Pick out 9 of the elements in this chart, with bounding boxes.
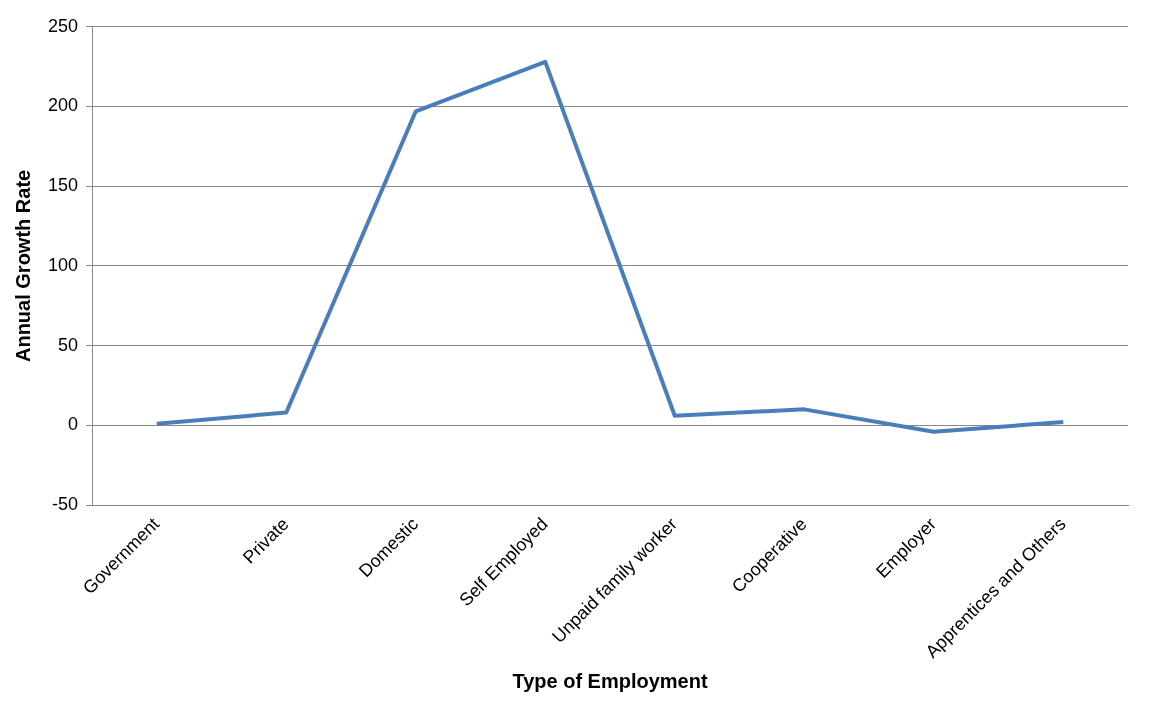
y-tick-label: -50 (52, 493, 79, 514)
y-tick-label: 100 (47, 254, 79, 275)
y-tick-label: 50 (58, 334, 79, 355)
y-tick-label: 200 (47, 95, 79, 116)
y-tick-label: 0 (68, 414, 79, 435)
y-tick-label: 250 (47, 15, 79, 36)
y-axis-title: Annual Growth Rate (11, 169, 34, 363)
y-tick-label: 150 (47, 175, 79, 196)
x-axis-title: Type of Employment (512, 669, 708, 692)
